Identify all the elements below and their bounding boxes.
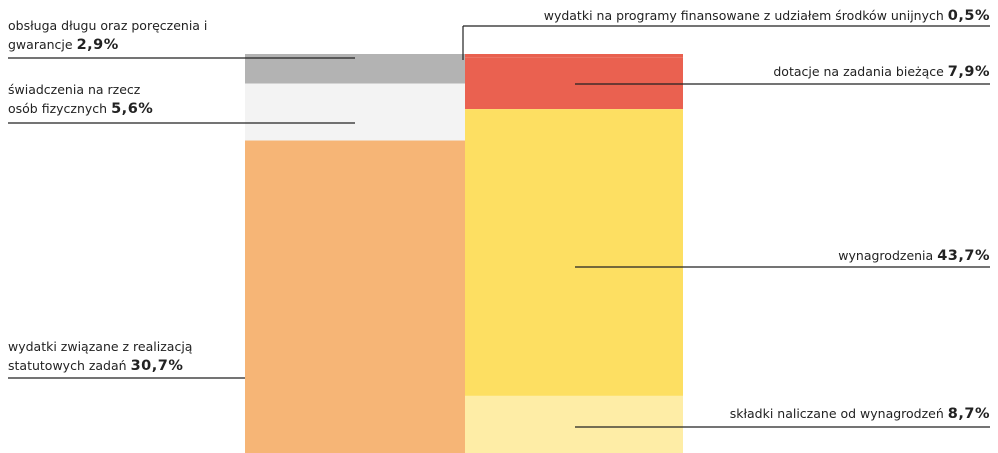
segment-label: obsługa długu oraz poręczenia i gwarancj… <box>8 16 223 55</box>
segment-name: składki naliczane od wynagrodzeń <box>729 406 944 421</box>
segment <box>245 83 465 141</box>
segment-value: 2,9% <box>76 37 119 53</box>
segment <box>465 109 683 396</box>
segment-value: 43,7% <box>937 248 990 264</box>
segment-label: świadczenia na rzecz osób fizycznych 5,6… <box>8 80 168 119</box>
segment <box>245 54 465 84</box>
segment <box>465 395 683 453</box>
segment <box>245 140 465 453</box>
segment <box>465 54 683 58</box>
segment-name: wydatki związane z realizacją statutowyc… <box>8 339 193 373</box>
segment-name: obsługa długu oraz poręczenia i gwarancj… <box>8 18 208 52</box>
segment-value: 30,7% <box>130 358 184 374</box>
segment-label: wydatki związane z realizacją statutowyc… <box>8 337 218 376</box>
segment-name: wynagrodzenia <box>838 248 934 263</box>
segment-value: 7,9% <box>947 64 990 80</box>
segment-value: 8,7% <box>947 406 990 422</box>
segment-label: dotacje na zadania bieżące 7,9% <box>773 62 990 82</box>
segment <box>465 57 683 110</box>
segment-label: wynagrodzenia 43,7% <box>838 246 990 266</box>
segment-label: wydatki na programy finansowane z udział… <box>544 6 990 26</box>
segment-value: 0,5% <box>947 8 990 24</box>
segment-name: świadczenia na rzecz osób fizycznych <box>8 82 141 116</box>
segment-label: składki naliczane od wynagrodzeń 8,7% <box>730 404 990 424</box>
segment-name: dotacje na zadania bieżące <box>773 64 944 79</box>
segment-value: 5,6% <box>111 101 154 117</box>
segment-name: wydatki na programy finansowane z udział… <box>543 8 944 23</box>
